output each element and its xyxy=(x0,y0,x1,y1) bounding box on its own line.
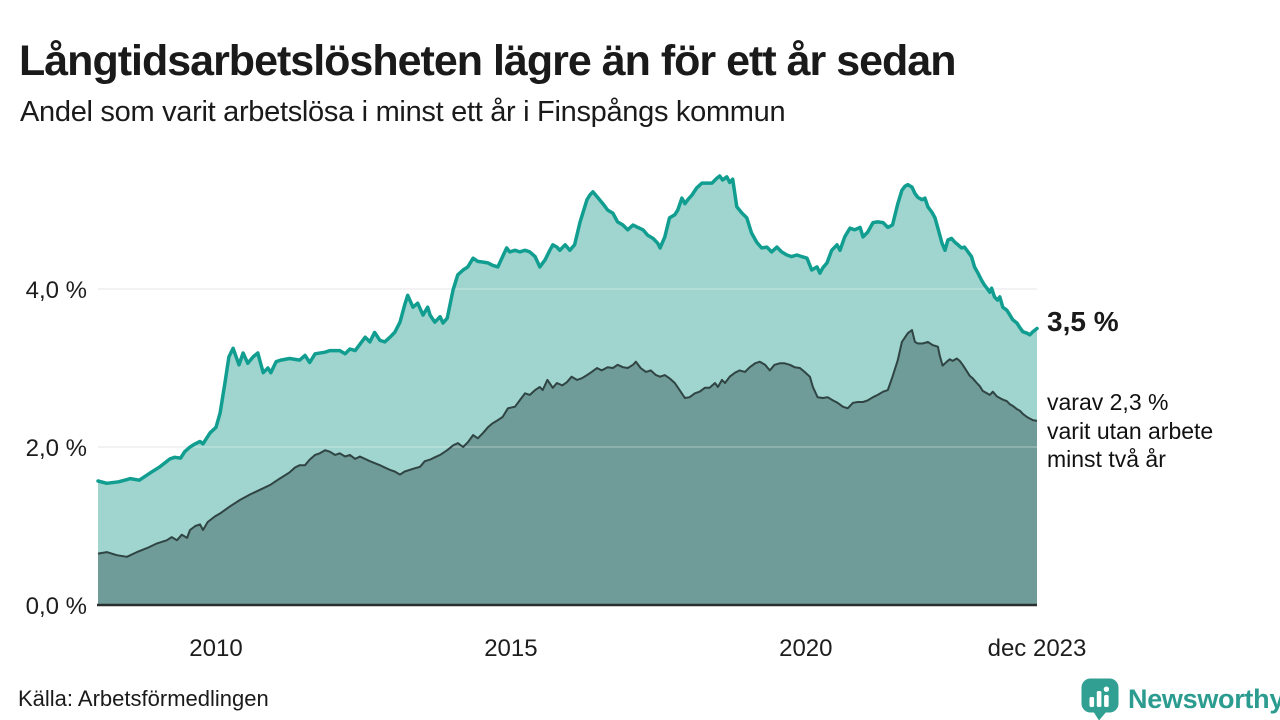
newsworthy-wordmark: Newsworthy xyxy=(1128,683,1280,714)
y-tick-label: 4,0 % xyxy=(26,277,87,304)
x-tick-label: 2015 xyxy=(484,635,537,662)
newsworthy-bubble-chart-icon xyxy=(1080,677,1120,720)
x-tick-label: 2010 xyxy=(189,635,242,662)
note-line: minst två år xyxy=(1047,446,1166,473)
page-title: Långtidsarbetslösheten lägre än för ett … xyxy=(19,36,956,85)
newsworthy-logo: Newsworthy xyxy=(1080,677,1280,720)
source-credit: Källa: Arbetsförmedlingen xyxy=(18,686,269,711)
note-line: varav 2,3 % xyxy=(1047,389,1169,415)
y-tick-label: 0,0 % xyxy=(26,593,87,620)
secondary-value-note: varav 2,3 % varit utan arbete minst två … xyxy=(1047,388,1213,474)
latest-value-label: 3,5 % xyxy=(1047,306,1119,337)
x-tick-label: dec 2023 xyxy=(988,635,1087,662)
chart-subtitle: Andel som varit arbetslösa i minst ett å… xyxy=(20,96,786,128)
line-unemployed-two-years xyxy=(97,329,1038,558)
area-unemployed-two-years xyxy=(98,330,1037,605)
x-tick-label: 2020 xyxy=(779,635,832,662)
note-line: varit utan arbete xyxy=(1047,417,1214,444)
line-unemployed-one-year xyxy=(96,174,1039,486)
y-tick-label: 2,0 % xyxy=(26,435,87,462)
